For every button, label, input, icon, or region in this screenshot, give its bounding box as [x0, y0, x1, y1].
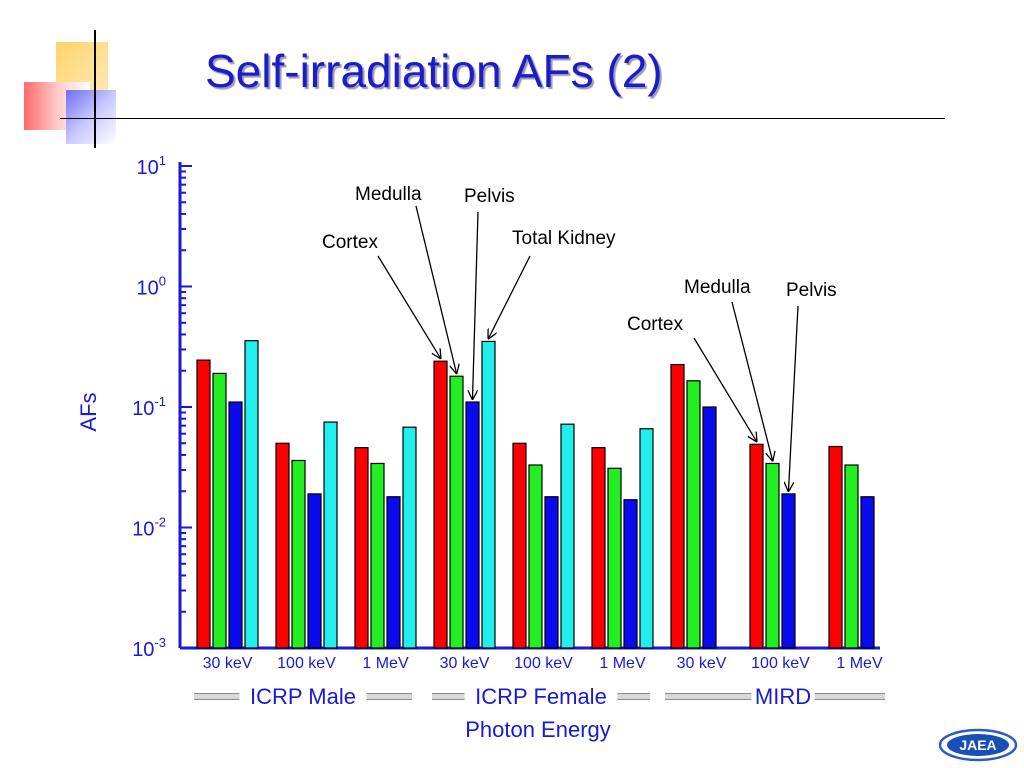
group-label: ICRP Female: [475, 684, 607, 709]
bar-medulla: [449, 375, 464, 649]
bar-total-kidney: [402, 426, 417, 649]
bar-pelvis: [307, 493, 322, 649]
bar-pelvis: [228, 401, 243, 649]
annotation-label: Cortex: [322, 232, 378, 253]
bar-cortex: [512, 442, 527, 649]
bar-medulla: [528, 464, 543, 649]
y-tick-label: 100: [137, 274, 166, 300]
bar-medulla: [370, 462, 385, 649]
group-bracket-fill: [617, 694, 650, 699]
bar-total-kidney: [639, 428, 654, 649]
x-tick-label: 100 keV: [514, 655, 573, 672]
bar-medulla: [607, 467, 622, 649]
x-tick-label: 100 keV: [751, 655, 810, 672]
bar-pelvis: [544, 496, 559, 649]
group-bracket-fill: [665, 694, 752, 699]
x-tick-label: 100 keV: [277, 655, 336, 672]
annotation-label: Cortex: [627, 314, 683, 335]
y-axis-label: AFs: [76, 392, 101, 431]
bar-total-kidney: [481, 340, 496, 649]
bar-pelvis: [386, 496, 401, 649]
bar-pelvis: [860, 496, 875, 649]
bar-cortex: [670, 363, 685, 649]
group-label: MIRD: [755, 684, 811, 709]
slide-title: Self-irradiation AFs (2): [205, 45, 663, 97]
bar-total-kidney: [560, 423, 575, 649]
group-label: ICRP Male: [250, 684, 356, 709]
bar-cortex: [828, 445, 843, 649]
bar-medulla: [686, 380, 701, 649]
bar-cortex: [354, 447, 369, 649]
bar-pelvis: [623, 499, 638, 649]
group-bracket-fill: [432, 694, 465, 699]
group-bracket-fill: [194, 694, 240, 699]
y-tick-label: 10-2: [132, 515, 166, 541]
bar-medulla: [212, 372, 227, 649]
bar-medulla: [844, 464, 859, 649]
bar-pelvis: [702, 406, 717, 649]
jaea-logo: JAEA: [938, 728, 1018, 762]
bar-medulla: [765, 462, 780, 649]
group-bracket-fill: [366, 694, 412, 699]
decor-blue-square: [66, 90, 116, 144]
annotation-label: Total Kidney: [512, 228, 616, 249]
logo-text: JAEA: [959, 737, 996, 753]
bar-cortex: [591, 447, 606, 649]
annotation-arrow: [731, 301, 773, 460]
x-tick-label: 30 keV: [677, 655, 727, 672]
annotation-arrow: [377, 255, 441, 358]
annotation-label: Pelvis: [786, 280, 837, 301]
bar-medulla: [291, 459, 306, 649]
annotation-label: Medulla: [684, 277, 751, 298]
decor-vertical-line: [94, 30, 96, 148]
x-tick-label: 30 keV: [203, 655, 253, 672]
bar-cortex: [433, 360, 448, 649]
annotation-arrow: [489, 255, 531, 338]
x-tick-label: 30 keV: [440, 655, 490, 672]
bar-total-kidney: [323, 421, 338, 649]
group-bracket-fill: [814, 694, 885, 699]
annotation-arrow: [473, 211, 479, 399]
annotation-arrow: [693, 337, 757, 441]
bar-pelvis: [781, 493, 796, 649]
bar-pelvis: [465, 401, 480, 649]
x-axis-label: Photon Energy: [465, 717, 611, 742]
x-tick-label: 1 MeV: [836, 655, 883, 672]
bar-cortex: [275, 442, 290, 649]
y-tick-label: 101: [137, 153, 166, 179]
y-tick-label: 10-3: [132, 635, 166, 661]
annotation-label: Medulla: [355, 184, 422, 205]
x-tick-label: 1 MeV: [599, 655, 646, 672]
bar-cortex: [749, 443, 764, 649]
x-tick-label: 1 MeV: [362, 655, 409, 672]
decor-horizontal-line: [60, 118, 945, 119]
bar-cortex: [196, 359, 211, 649]
annotation-arrow: [415, 205, 457, 373]
bar-total-kidney: [244, 340, 259, 649]
annotation-label: Pelvis: [464, 186, 515, 207]
y-tick-label: 10-1: [132, 394, 166, 420]
annotation-arrow: [789, 305, 799, 491]
